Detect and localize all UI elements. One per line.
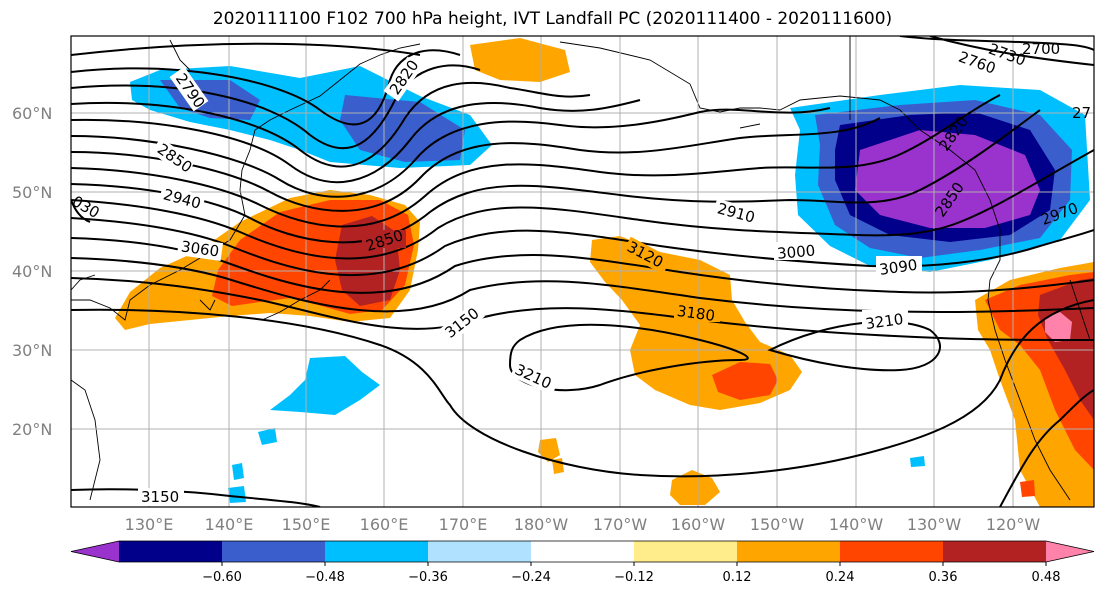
lon-label: 120°W [986, 515, 1041, 534]
colorbar-segment [943, 541, 1047, 562]
colorbar: −0.60 −0.48 −0.36 −0.24 −0.12 0.12 0.24 0.36 0.4… [70, 540, 1095, 585]
lat-label: 40°N [12, 262, 52, 281]
map-frame [70, 35, 1095, 508]
colorbar-tick-label: −0.36 [408, 570, 448, 585]
lon-label: 130°E [125, 515, 174, 534]
colorbar-segment [222, 541, 326, 562]
lat-label: 30°N [12, 341, 52, 360]
lon-label: 170°E [439, 515, 488, 534]
colorbar-tick-label: 0.36 [929, 570, 958, 585]
contour-label: 3180 [676, 302, 716, 325]
ivt-positive-shading [115, 38, 1094, 507]
colorbar-tick-label: −0.24 [511, 570, 551, 585]
lon-label: 150°W [750, 515, 805, 534]
contour-label: 27 [1072, 104, 1091, 122]
colorbar-segment [325, 541, 429, 562]
contour-label: 3150 [141, 488, 179, 506]
colorbar-outline [70, 540, 1095, 563]
colorbar-tick-label: 0.12 [723, 570, 752, 585]
map-area: 2790 2850 2820 2700 2730 2760 2940 3060 … [71, 36, 1094, 507]
colorbar-tick-label: 0.24 [826, 570, 855, 585]
colorbar-segment [119, 541, 223, 562]
contour-label: 2700 [1022, 40, 1060, 58]
colorbar-ticks: −0.60 −0.48 −0.36 −0.24 −0.12 0.12 0.24 0.36 0.4… [202, 562, 1061, 585]
contour-label: 3060 [180, 237, 220, 260]
lat-label: 20°N [12, 420, 52, 439]
colorbar-segment [634, 541, 738, 562]
colorbar-tick-label: −0.60 [202, 570, 242, 585]
colorbar-segment [840, 541, 944, 562]
longitude-labels: 130°E 140°E 150°E 160°E 170°E 180°W 170°… [125, 515, 1041, 534]
gridlines [71, 36, 1094, 507]
lat-label: 60°N [12, 104, 52, 123]
colorbar-segment [428, 541, 532, 562]
colorbar-segment [737, 541, 841, 562]
lon-label: 130°W [907, 515, 962, 534]
map-title: 2020111100 F102 700 hPa height, IVT Land… [212, 9, 893, 29]
lon-label: 170°W [593, 515, 648, 534]
colorbar-tick-label: −0.12 [614, 570, 654, 585]
colorbar-segments [70, 540, 1095, 563]
lon-label: 180°W [514, 515, 569, 534]
colorbar-right-arrow [1046, 541, 1094, 562]
lon-label: 140°E [205, 515, 254, 534]
lat-label: 50°N [12, 183, 52, 202]
lon-label: 160°W [671, 515, 726, 534]
latitude-labels: 60°N 50°N 40°N 30°N 20°N [12, 104, 52, 439]
lon-label: 160°E [360, 515, 409, 534]
colorbar-tick-label: 0.48 [1032, 570, 1061, 585]
contour-label: 3210 [864, 310, 904, 333]
colorbar-tick-label: −0.48 [305, 570, 345, 585]
lon-label: 150°E [282, 515, 331, 534]
colorbar-segment [531, 541, 635, 562]
colorbar-left-arrow [71, 541, 119, 562]
contour-label: 3090 [878, 256, 918, 279]
contour-label: 3000 [776, 242, 816, 263]
lon-label: 140°W [829, 515, 884, 534]
height-contours [71, 36, 1094, 507]
